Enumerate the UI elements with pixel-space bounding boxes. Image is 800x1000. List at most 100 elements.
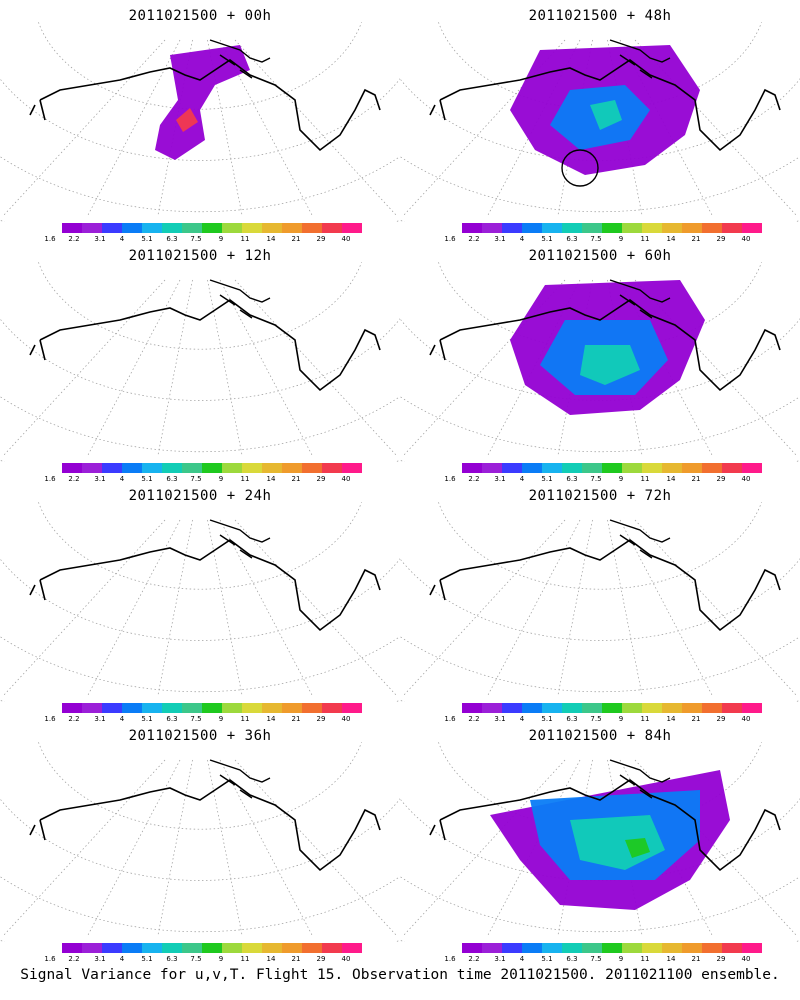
colorbar-swatch: [682, 943, 702, 953]
colorbar-swatch: [742, 223, 762, 233]
colorbar-swatch: [262, 703, 282, 713]
colorbar-swatch: [302, 223, 322, 233]
colorbar-swatch: [562, 463, 582, 473]
colorbar-swatch: [322, 223, 342, 233]
colorbar-label: 2.2: [468, 955, 480, 963]
colorbar-swatch: [62, 943, 82, 953]
colorbar-labels: 1.6 2.2 3.1 4 5.1 6.3 7.5 9 11 14 21 29 40: [444, 235, 770, 245]
colorbar-label: 5.1: [141, 955, 153, 963]
colorbar-swatch: [482, 703, 502, 713]
colorbar-swatch: [502, 703, 522, 713]
colorbar-swatch: [742, 943, 762, 953]
colorbar-swatch: [342, 943, 362, 953]
colorbar-label: 7.5: [190, 475, 202, 483]
colorbar-swatch: [722, 463, 742, 473]
map-panel: 2011021500 + 48h 1.6 2.2 3.1 4 5.1 6.3 7.5 9 11 14…: [400, 0, 800, 243]
colorbar-swatch: [642, 703, 662, 713]
panel-title: 2011021500 + 24h: [128, 488, 272, 504]
colorbar-label: 11: [240, 715, 250, 723]
colorbar-swatch: [522, 703, 542, 713]
colorbar-swatch: [282, 223, 302, 233]
colorbar-swatch: [142, 463, 162, 473]
colorbar-label: 11: [240, 475, 250, 483]
colorbar-labels: 1.6 2.2 3.1 4 5.1 6.3 7.5 9 11 14 21 29 40: [44, 235, 370, 245]
colorbar-swatch: [142, 223, 162, 233]
variance-contour: [590, 100, 622, 130]
colorbar-label: 7.5: [590, 715, 602, 723]
colorbar-swatch: [462, 703, 482, 713]
colorbar-label: 4: [119, 715, 125, 723]
colorbar-swatch: [722, 223, 742, 233]
colorbar-swatch: [162, 463, 182, 473]
colorbar-label: 29: [316, 235, 326, 243]
colorbar-label: 11: [240, 955, 250, 963]
colorbar-label: 1.6: [444, 715, 456, 723]
colorbar-label: 29: [716, 715, 726, 723]
colorbar-swatch: [342, 223, 362, 233]
colorbar-label: 14: [666, 715, 676, 723]
colorbar-label: 21: [691, 715, 701, 723]
colorbar-label: 21: [291, 475, 301, 483]
colorbar-swatch: [242, 463, 262, 473]
polar-map: [400, 502, 800, 702]
colorbar-label: 14: [266, 475, 276, 483]
colorbar-swatch: [242, 943, 262, 953]
coastline: [429, 779, 781, 872]
colorbar-label: 6.3: [166, 475, 178, 483]
variance-contour: [625, 838, 650, 858]
variance-contour: [155, 45, 250, 160]
colorbar-swatch: [262, 943, 282, 953]
colorbar-label: 5.1: [541, 715, 553, 723]
colorbar-swatch: [702, 463, 722, 473]
colorbar-swatch: [122, 703, 142, 713]
colorbar-swatch: [602, 463, 622, 473]
colorbar-swatch: [82, 943, 102, 953]
colorbar-label: 21: [691, 955, 701, 963]
polar-map: [0, 22, 400, 222]
colorbar-swatch: [222, 463, 242, 473]
colorbar-swatch: [262, 223, 282, 233]
panel-title: 2011021500 + 60h: [528, 248, 672, 264]
colorbar-swatch: [622, 463, 642, 473]
polar-map: [0, 742, 400, 942]
colorbar-label: 5.1: [541, 475, 553, 483]
colorbar-swatch: [662, 703, 682, 713]
colorbar-label: 29: [316, 955, 326, 963]
colorbar-label: 29: [316, 715, 326, 723]
colorbar-label: 3.1: [94, 475, 106, 483]
colorbar: [62, 223, 362, 233]
colorbar-label: 4: [119, 235, 125, 243]
colorbar-swatch: [202, 943, 222, 953]
colorbar-swatch: [322, 943, 342, 953]
map-panel: 2011021500 + 84h 1.6 2.2 3.1 4 5.1 6.3 7.5 9 11 14…: [400, 720, 800, 963]
colorbar-label: 6.3: [566, 475, 578, 483]
colorbar-label: 9: [218, 475, 224, 483]
colorbar-swatch: [502, 463, 522, 473]
colorbar-label: 40: [341, 715, 351, 723]
colorbar-label: 21: [691, 475, 701, 483]
colorbar-label: 2.2: [68, 955, 80, 963]
colorbar-swatch: [742, 703, 762, 713]
colorbar-swatch: [682, 703, 702, 713]
colorbar-label: 3.1: [494, 955, 506, 963]
colorbar-swatch: [62, 223, 82, 233]
colorbar-label: 4: [519, 475, 525, 483]
panel-title: 2011021500 + 12h: [128, 248, 272, 264]
colorbar-label: 9: [218, 955, 224, 963]
colorbar-swatch: [462, 223, 482, 233]
colorbar-label: 1.6: [44, 715, 56, 723]
colorbar-label: 40: [341, 475, 351, 483]
colorbar-swatch: [222, 703, 242, 713]
colorbar-swatch: [82, 223, 102, 233]
map-panel: 2011021500 + 60h 1.6 2.2 3.1 4 5.1 6.3 7.5 9 11 14…: [400, 240, 800, 483]
colorbar-swatch: [222, 223, 242, 233]
colorbar-swatch: [342, 463, 362, 473]
colorbar-swatch: [182, 463, 202, 473]
colorbar-swatch: [302, 703, 322, 713]
colorbar-swatch: [602, 703, 622, 713]
colorbar-label: 4: [519, 715, 525, 723]
colorbar-label: 6.3: [166, 235, 178, 243]
colorbar-swatch: [622, 703, 642, 713]
colorbar-label: 21: [291, 955, 301, 963]
map-panel: 2011021500 + 12h 1.6 2.2 3.1 4 5.1 6.3 7.5 9 11 14…: [0, 240, 400, 483]
